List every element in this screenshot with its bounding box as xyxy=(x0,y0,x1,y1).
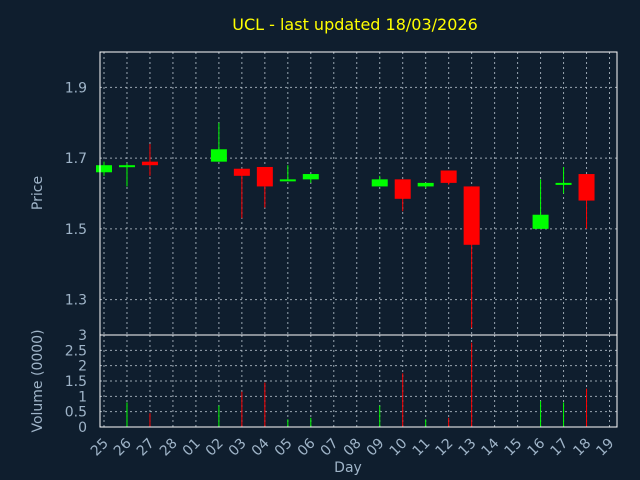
x-tick-label: 11 xyxy=(410,436,434,460)
volume-y-tick-label: 0.5 xyxy=(65,405,87,421)
candle-body xyxy=(233,168,250,176)
volume-axis-label: Volume (0000) xyxy=(30,329,46,432)
price-y-tick-label: 1.5 xyxy=(65,222,87,238)
x-tick-label: 04 xyxy=(249,435,273,459)
candle-body xyxy=(371,179,388,187)
candle-body xyxy=(279,179,296,182)
price-y-tick-label: 1.3 xyxy=(65,293,87,309)
x-tick-label: 08 xyxy=(341,436,365,460)
candle-body xyxy=(440,170,457,183)
candle-body xyxy=(118,165,135,168)
price-plot-frame xyxy=(99,51,618,336)
price-y-ticks: 1.3 1.5 1.7 1.9 xyxy=(65,80,87,308)
x-tick-label: 13 xyxy=(456,436,480,460)
volume-plot-frame xyxy=(99,334,618,428)
candle-body xyxy=(256,166,273,187)
x-tick-label: 14 xyxy=(479,435,503,459)
volume-y-tick-label: 2.5 xyxy=(65,343,87,359)
volume-y-tick-label: 1 xyxy=(78,389,87,405)
x-tick-label: 18 xyxy=(570,436,594,460)
chart-title: UCL - last updated 18/03/2026 xyxy=(232,15,478,34)
x-tick-label: 03 xyxy=(226,436,250,460)
candle-body xyxy=(555,182,572,185)
x-tick-label: 01 xyxy=(180,436,204,460)
x-tick-label: 17 xyxy=(547,436,571,460)
day-x-ticks: 25 26 27 28 01 02 03 04 05 06 07 08 09 10 11 12 13 14 15 16… xyxy=(88,435,617,459)
candle-body xyxy=(141,161,158,166)
volume-grid xyxy=(100,334,617,428)
x-tick-label: 02 xyxy=(203,436,227,460)
x-tick-label: 06 xyxy=(295,435,319,459)
price-candles xyxy=(96,122,595,328)
candle-body xyxy=(463,186,480,245)
candle-body xyxy=(417,182,434,187)
price-grid xyxy=(100,52,617,335)
x-tick-label: 16 xyxy=(524,435,548,459)
candle-body xyxy=(532,214,549,229)
x-tick-label: 10 xyxy=(387,436,411,460)
candle-body xyxy=(394,179,411,199)
x-tick-label: 19 xyxy=(593,436,617,460)
x-tick-label: 12 xyxy=(433,436,457,460)
price-y-tick-label: 1.7 xyxy=(65,151,87,167)
x-tick-label: 25 xyxy=(88,436,112,460)
volume-y-ticks: 00.511.522.53 xyxy=(65,328,87,436)
x-tick-label: 27 xyxy=(134,436,158,460)
x-tick-label: 26 xyxy=(111,435,135,459)
price-axis-label: Price xyxy=(30,176,46,210)
volume-y-tick-label: 1.5 xyxy=(65,374,87,390)
candle-body xyxy=(210,149,227,162)
x-tick-label: 05 xyxy=(272,436,296,460)
candle-body xyxy=(578,174,595,201)
volume-y-tick-label: 2 xyxy=(78,359,87,375)
x-tick-label: 09 xyxy=(364,436,388,460)
candle-body xyxy=(96,165,112,173)
price-y-tick-label: 1.9 xyxy=(65,80,87,96)
x-tick-label: 28 xyxy=(157,436,181,460)
candle-body xyxy=(302,174,319,180)
x-tick-label: 07 xyxy=(318,436,342,460)
volume-y-tick-label: 3 xyxy=(78,328,87,344)
volume-y-tick-label: 0 xyxy=(78,420,87,436)
day-axis-label: Day xyxy=(334,460,362,476)
x-tick-label: 15 xyxy=(502,436,526,460)
volume-bars xyxy=(126,342,588,427)
